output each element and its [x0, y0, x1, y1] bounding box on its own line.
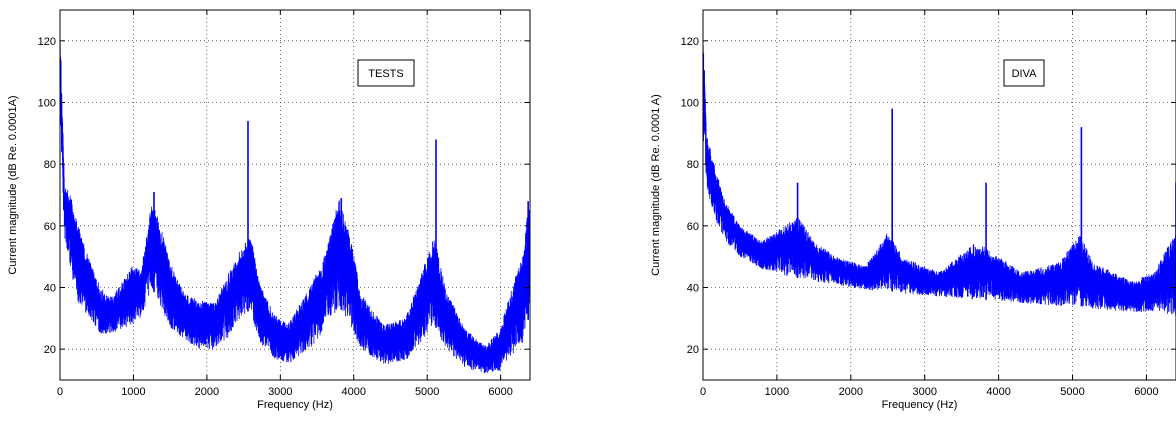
x-tick-label: 0 — [700, 386, 706, 398]
x-tick-label: 1000 — [121, 386, 145, 398]
legend-label: DIVA — [1012, 68, 1038, 80]
x-axis-label: Frequency (Hz) — [257, 399, 333, 411]
chart-2: 0 1000 2000 3000 4000 5000 6000 20 40 60 80 100 120 F… — [650, 9, 1176, 411]
x-tick-label: 5000 — [415, 386, 439, 398]
x-tick-label: 0 — [57, 386, 63, 398]
x-tick-label: 1000 — [765, 386, 789, 398]
y-tick-label: 60 — [44, 221, 56, 233]
x-tick-label: 3000 — [268, 386, 292, 398]
x-tick-label: 3000 — [912, 386, 936, 398]
y-tick-label: 20 — [44, 344, 56, 356]
y-tick-label: 100 — [681, 98, 699, 110]
y-tick-label: 60 — [687, 221, 699, 233]
legend-label: TESTS — [368, 68, 403, 80]
y-tick-label: 40 — [687, 283, 699, 295]
x-tick-label: 6000 — [1134, 386, 1158, 398]
series-line — [703, 30, 1176, 315]
y-tick-label: 120 — [681, 36, 699, 48]
x-tick-label: 6000 — [488, 386, 512, 398]
legend-box — [357, 59, 415, 87]
y-axis-label: Current magnitude (dB Re. 0.0001 A) — [650, 94, 662, 276]
chart-1: 0 1000 2000 3000 4000 5000 6000 20 40 60 80 100 120 F… — [7, 9, 531, 411]
y-tick-label: 80 — [44, 159, 56, 171]
y-tick-label: 80 — [687, 159, 699, 171]
x-tick-label: 4000 — [986, 386, 1010, 398]
x-tick-label: 5000 — [1060, 386, 1084, 398]
x-tick-label: 2000 — [195, 386, 219, 398]
y-tick-label: 120 — [38, 36, 56, 48]
y-tick-label: 40 — [44, 283, 56, 295]
series-line — [60, 19, 530, 374]
axes-box — [702, 9, 1176, 381]
x-tick-label: 4000 — [342, 386, 366, 398]
x-axis-label: Frequency (Hz) — [882, 399, 958, 411]
y-tick-label: 20 — [687, 344, 699, 356]
x-tick-label: 2000 — [839, 386, 863, 398]
legend-box — [1003, 59, 1045, 87]
y-axis-label: Current magnitude (dB Re. 0.0001A) — [7, 95, 19, 274]
axes-box — [59, 9, 531, 381]
y-tick-label: 100 — [38, 98, 56, 110]
